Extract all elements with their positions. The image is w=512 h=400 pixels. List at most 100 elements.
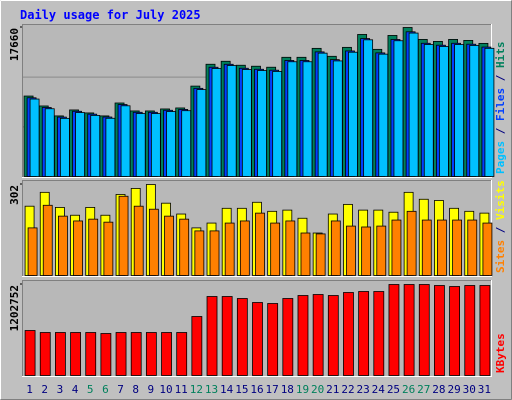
bar [130,332,142,376]
bar [348,51,358,177]
bar [148,208,159,276]
bar [236,298,248,376]
x-tick-label: 29 [447,383,460,396]
bar [145,332,157,376]
bar [252,302,263,376]
bar [161,332,172,376]
bar [58,215,68,276]
bar [88,218,99,276]
x-tick-label: 27 [417,383,430,396]
x-tick-label: 22 [341,383,354,396]
bar [454,44,464,177]
x-tick-label: 10 [159,383,172,396]
x-tick-label: 3 [57,383,64,396]
bar [115,332,127,376]
bar [423,44,434,177]
bar [346,225,356,276]
bar [391,219,402,276]
bar [361,226,372,276]
x-tick-label: 25 [387,383,400,396]
bar [403,284,415,376]
bar [421,219,432,276]
chart-title: Daily usage for July 2025 [20,8,201,22]
bar [479,285,491,376]
bar [179,218,190,276]
bar [73,220,83,276]
bar [467,219,478,276]
bar [312,294,324,376]
bar [373,291,385,376]
bar [449,286,460,376]
bar [408,32,419,177]
bar [135,113,146,177]
bar [206,296,218,376]
y-tick-label: 17660 [8,28,21,61]
bar [376,225,387,276]
bar [437,219,447,276]
bar [439,46,449,177]
bar [317,52,328,177]
bar [482,222,493,276]
legend: Pages / Files / Hits [494,42,507,175]
x-tick-label: 30 [463,383,476,396]
bar [60,117,70,177]
bar [120,105,131,177]
bar [196,89,207,177]
bar [55,332,66,376]
x-tick-label: 16 [250,383,263,396]
bar [330,220,341,276]
bar [133,205,144,276]
x-tick-label: 23 [357,383,370,396]
bar [118,195,129,276]
bar [297,295,309,376]
legend-separator: / [494,121,507,141]
y-tick-label: 1202752 [8,285,21,331]
y-tick-label: 302 [8,185,21,205]
bar [29,98,40,177]
bar [100,333,112,376]
bar [42,204,53,276]
legend-entry: Hits [494,42,507,69]
bar [287,61,298,177]
bar [388,284,400,376]
bar [224,222,235,276]
bar [255,212,265,276]
bar [85,332,97,376]
legend-entry: Pages [494,141,507,174]
bar [300,232,311,276]
x-tick-label: 8 [132,383,139,396]
bar [24,330,36,376]
x-tick-label: 6 [102,383,109,396]
legend-separator: / [494,220,507,240]
bar [191,316,203,376]
bar [363,39,374,177]
bar [241,69,252,177]
x-tick-label: 15 [235,383,248,396]
x-tick-label: 24 [372,383,386,396]
bar [393,40,404,177]
bar [484,47,495,177]
bar [257,70,267,177]
x-tick-label: 13 [205,383,218,396]
x-tick-label: 11 [175,383,188,396]
bar [105,117,116,177]
legend-entry: Files [494,88,507,121]
x-tick-label: 20 [311,383,324,396]
bar [181,110,192,177]
bar [27,227,38,276]
x-tick-label: 7 [117,383,124,396]
bar [75,112,85,177]
bar [150,113,161,177]
bar [406,210,417,276]
bar [270,222,281,276]
bar [90,115,101,177]
bar [211,68,222,177]
bar [302,61,313,177]
x-tick-label: 1 [26,383,33,396]
bar [358,291,370,376]
bar [267,303,279,376]
x-tick-label: 18 [281,383,294,396]
bar [176,332,188,376]
x-tick-label: 19 [296,383,309,396]
